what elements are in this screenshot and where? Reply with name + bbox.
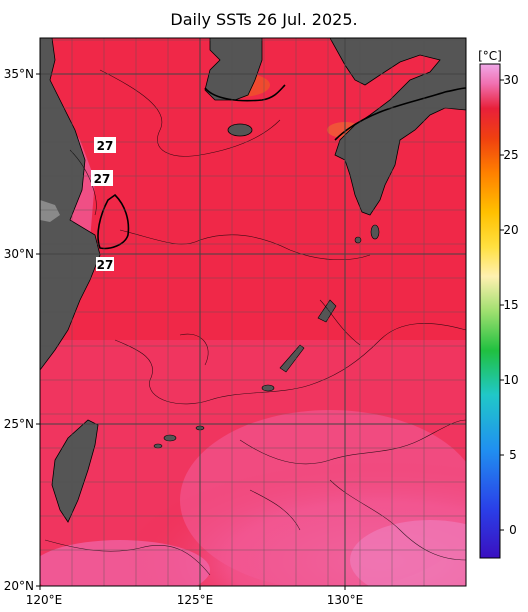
lon-axis: 120°E 125°E 130°E: [26, 586, 364, 607]
cbar-tick-10: 10: [503, 373, 518, 387]
cbar-tick-5: 5: [509, 448, 517, 462]
grid: [40, 38, 466, 586]
contour-label-3: 27: [96, 257, 114, 272]
colorbar-unit: [°C]: [478, 49, 502, 63]
major-grid: [40, 38, 466, 586]
contour-label-2: 27: [91, 170, 113, 186]
lat-tick-25: 25°N: [4, 417, 34, 431]
lon-tick-125: 125°E: [177, 593, 214, 607]
land-korea: [204, 38, 263, 101]
map-title: Daily SSTs 26 Jul. 2025.: [170, 10, 358, 29]
contour-label-1: 27: [94, 137, 116, 153]
contours-thick: [97, 84, 466, 250]
cbar-tick-30: 30: [503, 73, 518, 87]
lon-tick-130: 130°E: [327, 593, 364, 607]
cbar-tick-0: 0: [509, 523, 517, 537]
land-china: [40, 38, 101, 371]
lat-tick-20: 20°N: [4, 579, 34, 593]
land-jeju: [227, 123, 253, 137]
cbar-tick-20: 20: [503, 223, 518, 237]
cbar-tick-15: 15: [503, 298, 518, 312]
lat-tick-35: 35°N: [4, 67, 34, 81]
land-taiwan: [51, 419, 99, 523]
land-japan: [329, 38, 466, 216]
cbar-tick-25: 25: [503, 148, 518, 162]
sea-surface: [40, 38, 466, 586]
lat-tick-30: 30°N: [4, 247, 34, 261]
lon-tick-120: 120°E: [26, 593, 63, 607]
map-frame: [39, 37, 467, 587]
svg-text:27: 27: [97, 139, 114, 153]
lat-axis: 20°N 25°N 30°N 35°N: [4, 67, 40, 593]
svg-text:27: 27: [97, 258, 114, 272]
svg-text:27: 27: [94, 172, 111, 186]
colorbar: [°C] 0 5 10 15 20 25 30: [478, 49, 519, 559]
